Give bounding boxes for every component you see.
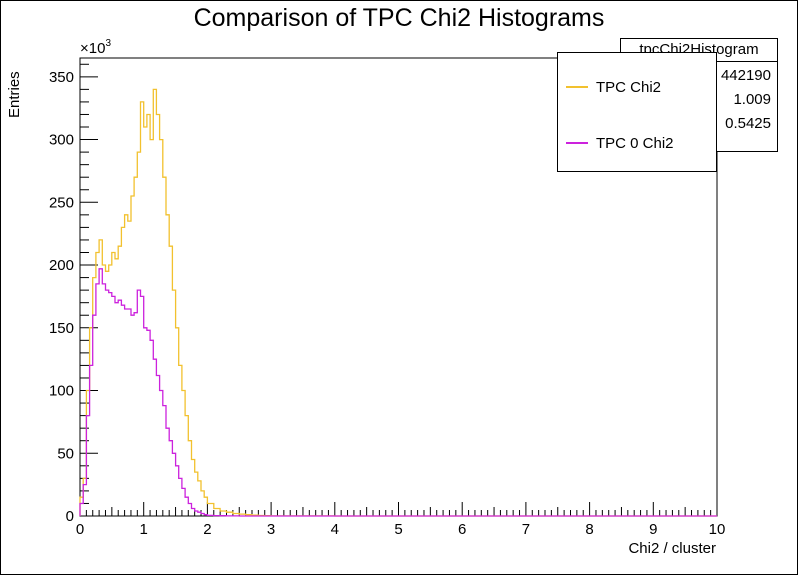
x-tick-label: 7 [522,521,530,538]
y-tick-label: 0 [66,508,74,525]
y-tick-label: 250 [49,194,74,211]
x-tick-label: 4 [331,521,339,538]
legend-swatch-tpc-0-chi2 [566,142,588,144]
y-tick-label: 200 [49,257,74,274]
legend-label-tpc-0-chi2: TPC 0 Chi2 [596,134,674,152]
series-tpc-chi2-line [79,88,717,517]
y-exponent-base: ×10 [80,40,106,57]
x-tick-label: 1 [140,521,148,538]
x-tick-label: 3 [267,521,275,538]
stats-mean-value: 1.009 [733,91,771,108]
chart-title: Comparison of TPC Chi2 Histograms [193,4,605,32]
y-tick-label: 150 [49,320,74,337]
x-tick-label: 0 [76,521,84,538]
x-tick-label: 5 [394,521,402,538]
legend-entry-tpc-0-chi2: TPC 0 Chi2 [566,133,674,153]
y-tick-label: 350 [49,69,74,86]
x-axis-label: Chi2 / cluster [628,540,716,557]
x-tick-label: 8 [585,521,593,538]
legend-entry-tpc-chi2: TPC Chi2 [566,77,661,97]
y-tick-label: 50 [57,445,74,462]
legend-swatch-tpc-chi2 [566,86,588,88]
y-tick-label: 300 [49,132,74,149]
y-tick-label: 100 [49,383,74,400]
legend: TPC Chi2 TPC 0 Chi2 [557,52,717,172]
stats-entries-value: 442190 [720,67,771,84]
x-tick-label: 10 [709,521,726,538]
legend-label-tpc-chi2: TPC Chi2 [596,78,662,96]
stats-std-value: 0.5425 [725,115,771,132]
y-exponent-power: 3 [105,38,112,49]
y-axis-exponent: ×103 [80,38,111,57]
x-tick-label: 9 [649,521,657,538]
x-tick-label: 2 [203,521,211,538]
series-tpc-0-chi2-line [79,268,717,517]
x-tick-label: 6 [458,521,466,538]
